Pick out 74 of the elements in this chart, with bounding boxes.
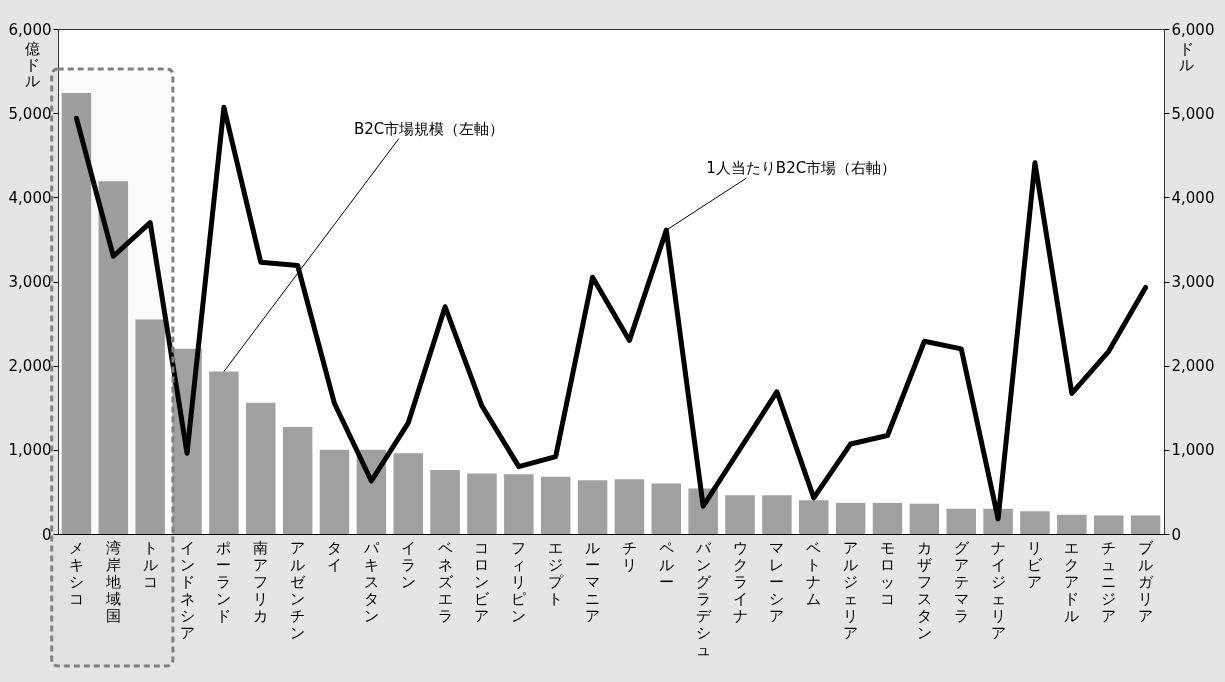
y2-tick-label: 6,000 bbox=[1171, 20, 1215, 39]
y2-tick-label: 4,000 bbox=[1171, 188, 1215, 207]
x-tick-label: パキスタン bbox=[362, 538, 380, 625]
bar bbox=[540, 476, 571, 534]
x-tick-label: マレーシア bbox=[769, 538, 785, 625]
bar bbox=[1130, 515, 1161, 534]
bar bbox=[1020, 511, 1050, 534]
x-tick-label: アルゼンチン bbox=[290, 538, 307, 642]
bar bbox=[762, 495, 792, 534]
y-tick-label: 4,000 bbox=[8, 188, 52, 207]
bar bbox=[504, 474, 534, 534]
x-tick-label: ウクライナ bbox=[732, 538, 748, 625]
x-tick-label: カザフスタン bbox=[916, 538, 932, 642]
x-tick-label: ペルー bbox=[658, 538, 674, 591]
bar bbox=[909, 503, 940, 534]
bar bbox=[1093, 515, 1124, 534]
y2-tick-label: 3,000 bbox=[1171, 273, 1215, 291]
x-tick-label: タイ bbox=[327, 538, 342, 574]
bar bbox=[651, 483, 682, 534]
bar bbox=[98, 181, 129, 534]
bar bbox=[246, 402, 276, 534]
x-tick-label: ルーマニア bbox=[585, 538, 601, 625]
x-tick-label: ブルガリア bbox=[1138, 538, 1155, 625]
bar bbox=[61, 92, 92, 534]
x-tick-label: トルコ bbox=[142, 538, 158, 591]
x-tick-label: ベトナム bbox=[806, 538, 822, 608]
annotation: 1人当たりB2C市場（右軸） bbox=[706, 159, 897, 178]
y2-tick-label: 5,000 bbox=[1171, 104, 1215, 123]
y-tick-label: 2,000 bbox=[8, 357, 52, 376]
x-tick-label: バングラデシュ bbox=[694, 538, 712, 659]
x-tick-label: ベネズエラ bbox=[437, 538, 454, 625]
x-tick-label: チュニジア bbox=[1101, 538, 1117, 625]
y2-tick-label: 1,000 bbox=[1171, 441, 1215, 460]
bar bbox=[209, 371, 239, 534]
bar bbox=[872, 502, 903, 534]
bar bbox=[799, 500, 829, 534]
x-tick-label: アルジェリア bbox=[843, 538, 859, 642]
x-tick-label: メキシコ bbox=[68, 538, 84, 608]
x-tick-label: インドネシア bbox=[179, 538, 195, 642]
bar bbox=[1057, 514, 1087, 534]
y2-tick-label: 2,000 bbox=[1171, 357, 1215, 376]
y-axis-title: 億ドル bbox=[25, 39, 40, 90]
bar bbox=[725, 495, 755, 534]
bar bbox=[430, 470, 460, 534]
bar bbox=[467, 473, 497, 534]
y2-axis-title: ドル bbox=[1179, 39, 1194, 74]
x-tick-label: モロッコ bbox=[880, 538, 895, 608]
x-tick-label: グアテマラ bbox=[953, 538, 970, 625]
x-tick-label: イラン bbox=[400, 538, 416, 591]
x-tick-label: チリ bbox=[621, 538, 637, 574]
x-tick-label: コロンビア bbox=[474, 538, 491, 625]
bar bbox=[135, 319, 165, 534]
x-tick-label: 南アフリカ bbox=[253, 538, 269, 625]
bar bbox=[946, 508, 976, 534]
bar bbox=[282, 427, 313, 534]
bar bbox=[319, 449, 350, 534]
annotation: B2C市場規模（左軸） bbox=[353, 119, 505, 138]
bar bbox=[577, 480, 608, 534]
x-tick-label: エクアドル bbox=[1064, 538, 1080, 625]
x-tick-label: ナイジェリア bbox=[990, 538, 1006, 642]
y-tick-label: 5,000 bbox=[8, 104, 52, 123]
bar bbox=[614, 479, 645, 534]
x-tick-label: リビア bbox=[1027, 538, 1044, 591]
x-tick-label: フィリピン bbox=[511, 538, 527, 625]
y-tick-label: 0 bbox=[41, 525, 52, 544]
y2-tick-label: 0 bbox=[1171, 525, 1182, 544]
x-tick-label: エジプト bbox=[548, 538, 565, 608]
y-tick-label: 3,000 bbox=[8, 273, 52, 291]
y-tick-label: 6,000 bbox=[8, 20, 52, 39]
y-tick-label: 1,000 bbox=[8, 441, 52, 460]
bar bbox=[835, 502, 866, 534]
x-tick-label: ポーランド bbox=[216, 538, 232, 625]
x-tick-label: 湾岸地域国 bbox=[104, 538, 121, 625]
bar bbox=[393, 453, 423, 534]
